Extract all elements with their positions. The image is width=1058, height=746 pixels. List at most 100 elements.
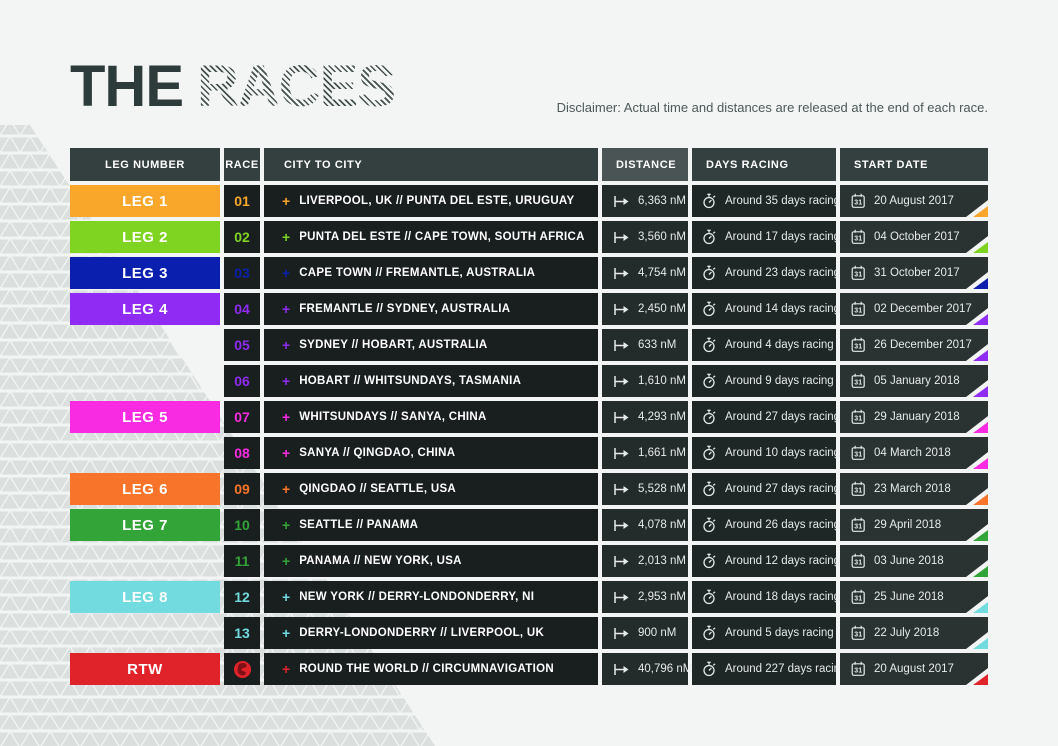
race-distance-text: 6,363 nM bbox=[638, 195, 686, 207]
race-distance: 4,078 nM bbox=[602, 509, 688, 541]
stopwatch-icon bbox=[703, 337, 716, 353]
svg-text:31: 31 bbox=[854, 524, 862, 531]
stopwatch-icon bbox=[703, 265, 716, 281]
race-distance-text: 2,450 nM bbox=[638, 303, 686, 315]
plus-icon: + bbox=[282, 589, 291, 605]
race-start-date: 31 02 December 2017 bbox=[840, 293, 988, 325]
race-distance: 633 nM bbox=[602, 329, 688, 361]
race-days: Around 17 days racing bbox=[692, 221, 840, 253]
leg-label: LEG 7 bbox=[70, 509, 220, 541]
race-start-date-text: 29 January 2018 bbox=[874, 411, 960, 423]
race-route: + PANAMA // NEW YORK, USA bbox=[264, 545, 598, 577]
race-number-text: 10 bbox=[234, 517, 250, 533]
svg-text:31: 31 bbox=[854, 452, 862, 459]
race-number-text: 03 bbox=[234, 265, 250, 281]
race-route: + SEATTLE // PANAMA bbox=[264, 509, 598, 541]
race-start-date-text: 31 October 2017 bbox=[874, 267, 960, 279]
race-number: 09 bbox=[224, 473, 260, 505]
plus-icon: + bbox=[282, 661, 291, 677]
race-number: 03 bbox=[224, 257, 260, 289]
calendar-icon: 31 bbox=[851, 661, 865, 676]
race-distance: 1,661 nM bbox=[602, 437, 688, 469]
leg-label-text: LEG 1 bbox=[122, 192, 168, 210]
race-start-date-text: 23 March 2018 bbox=[874, 483, 951, 495]
folded-corner bbox=[966, 488, 988, 505]
race-days-text: Around 18 days racing bbox=[725, 591, 841, 603]
race-number: 05 bbox=[224, 329, 260, 361]
plus-icon: + bbox=[282, 337, 291, 353]
plus-icon: + bbox=[282, 301, 291, 317]
race-start-date-text: 25 June 2018 bbox=[874, 591, 944, 603]
leg-label bbox=[70, 617, 220, 649]
folded-corner bbox=[966, 668, 988, 685]
race-number-text: 09 bbox=[234, 481, 250, 497]
race-route: + ROUND THE WORLD // CIRCUMNAVIGATION bbox=[264, 653, 598, 685]
header-race: RACE bbox=[224, 148, 260, 181]
race-number: 12 bbox=[224, 581, 260, 613]
race-distance: 4,293 nM bbox=[602, 401, 688, 433]
stopwatch-icon bbox=[703, 193, 716, 209]
plus-icon: + bbox=[282, 625, 291, 641]
race-number-text: 11 bbox=[234, 553, 250, 569]
race-route-text: SEATTLE // PANAMA bbox=[299, 519, 419, 531]
svg-text:31: 31 bbox=[854, 200, 862, 207]
race-days-text: Around 227 days racing bbox=[725, 663, 847, 675]
svg-text:31: 31 bbox=[854, 236, 862, 243]
distance-marker-icon bbox=[614, 267, 629, 279]
race-days: Around 27 days racing bbox=[692, 401, 840, 433]
race-start-date: 31 20 August 2017 bbox=[840, 653, 988, 685]
header-days-racing: DAYS RACING bbox=[692, 148, 836, 181]
calendar-icon: 31 bbox=[851, 265, 865, 280]
race-number bbox=[224, 653, 260, 685]
race-distance-text: 4,078 nM bbox=[638, 519, 686, 531]
race-start-date: 31 04 October 2017 bbox=[840, 221, 988, 253]
race-route-text: ROUND THE WORLD // CIRCUMNAVIGATION bbox=[299, 663, 554, 675]
race-route: + QINGDAO // SEATTLE, USA bbox=[264, 473, 598, 505]
distance-marker-icon bbox=[614, 447, 629, 459]
race-start-date: 31 23 March 2018 bbox=[840, 473, 988, 505]
race-start-date: 31 29 April 2018 bbox=[840, 509, 988, 541]
race-days-text: Around 12 days racing bbox=[725, 555, 841, 567]
svg-text:31: 31 bbox=[854, 380, 862, 387]
distance-marker-icon bbox=[614, 195, 629, 207]
leg-label: LEG 1 bbox=[70, 185, 220, 217]
stopwatch-icon bbox=[703, 445, 716, 461]
distance-marker-icon bbox=[614, 231, 629, 243]
race-distance-text: 633 nM bbox=[638, 339, 677, 351]
race-start-date: 31 03 June 2018 bbox=[840, 545, 988, 577]
race-route-text: SANYA // QINGDAO, CHINA bbox=[299, 447, 456, 459]
race-days: Around 26 days racing bbox=[692, 509, 840, 541]
race-number-text: 05 bbox=[234, 337, 250, 353]
svg-text:31: 31 bbox=[854, 308, 862, 315]
leg-label: LEG 6 bbox=[70, 473, 220, 505]
race-days: Around 27 days racing bbox=[692, 473, 840, 505]
race-distance: 2,953 nM bbox=[602, 581, 688, 613]
leg-label-text: LEG 6 bbox=[122, 480, 168, 498]
race-distance: 2,013 nM bbox=[602, 545, 688, 577]
distance-marker-icon bbox=[614, 411, 629, 423]
race-number: 02 bbox=[224, 221, 260, 253]
folded-corner bbox=[966, 272, 988, 289]
stopwatch-icon bbox=[703, 625, 716, 641]
race-route: + CAPE TOWN // FREMANTLE, AUSTRALIA bbox=[264, 257, 598, 289]
race-days: Around 23 days racing bbox=[692, 257, 840, 289]
race-start-date: 31 22 July 2018 bbox=[840, 617, 988, 649]
race-route: + WHITSUNDAYS // SANYA, CHINA bbox=[264, 401, 598, 433]
svg-text:31: 31 bbox=[854, 596, 862, 603]
race-route: + PUNTA DEL ESTE // CAPE TOWN, SOUTH AFR… bbox=[264, 221, 598, 253]
race-route-text: HOBART // WHITSUNDAYS, TASMANIA bbox=[299, 375, 522, 387]
race-days: Around 14 days racing bbox=[692, 293, 840, 325]
calendar-icon: 31 bbox=[851, 481, 865, 496]
leg-label: LEG 2 bbox=[70, 221, 220, 253]
leg-label-text: LEG 8 bbox=[122, 588, 168, 606]
race-days-text: Around 27 days racing bbox=[725, 411, 841, 423]
race-days: Around 18 days racing bbox=[692, 581, 840, 613]
leg-label: RTW bbox=[70, 653, 220, 685]
race-days: Around 4 days racing bbox=[692, 329, 836, 361]
race-route-text: QINGDAO // SEATTLE, USA bbox=[299, 483, 457, 495]
race-route-text: PANAMA // NEW YORK, USA bbox=[299, 555, 462, 567]
plus-icon: + bbox=[282, 445, 291, 461]
calendar-icon: 31 bbox=[851, 445, 865, 460]
race-days: Around 5 days racing bbox=[692, 617, 836, 649]
race-start-date-text: 20 August 2017 bbox=[874, 663, 954, 675]
